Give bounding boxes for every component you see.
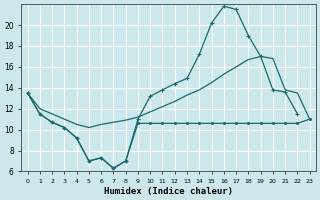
X-axis label: Humidex (Indice chaleur): Humidex (Indice chaleur) [104, 187, 233, 196]
